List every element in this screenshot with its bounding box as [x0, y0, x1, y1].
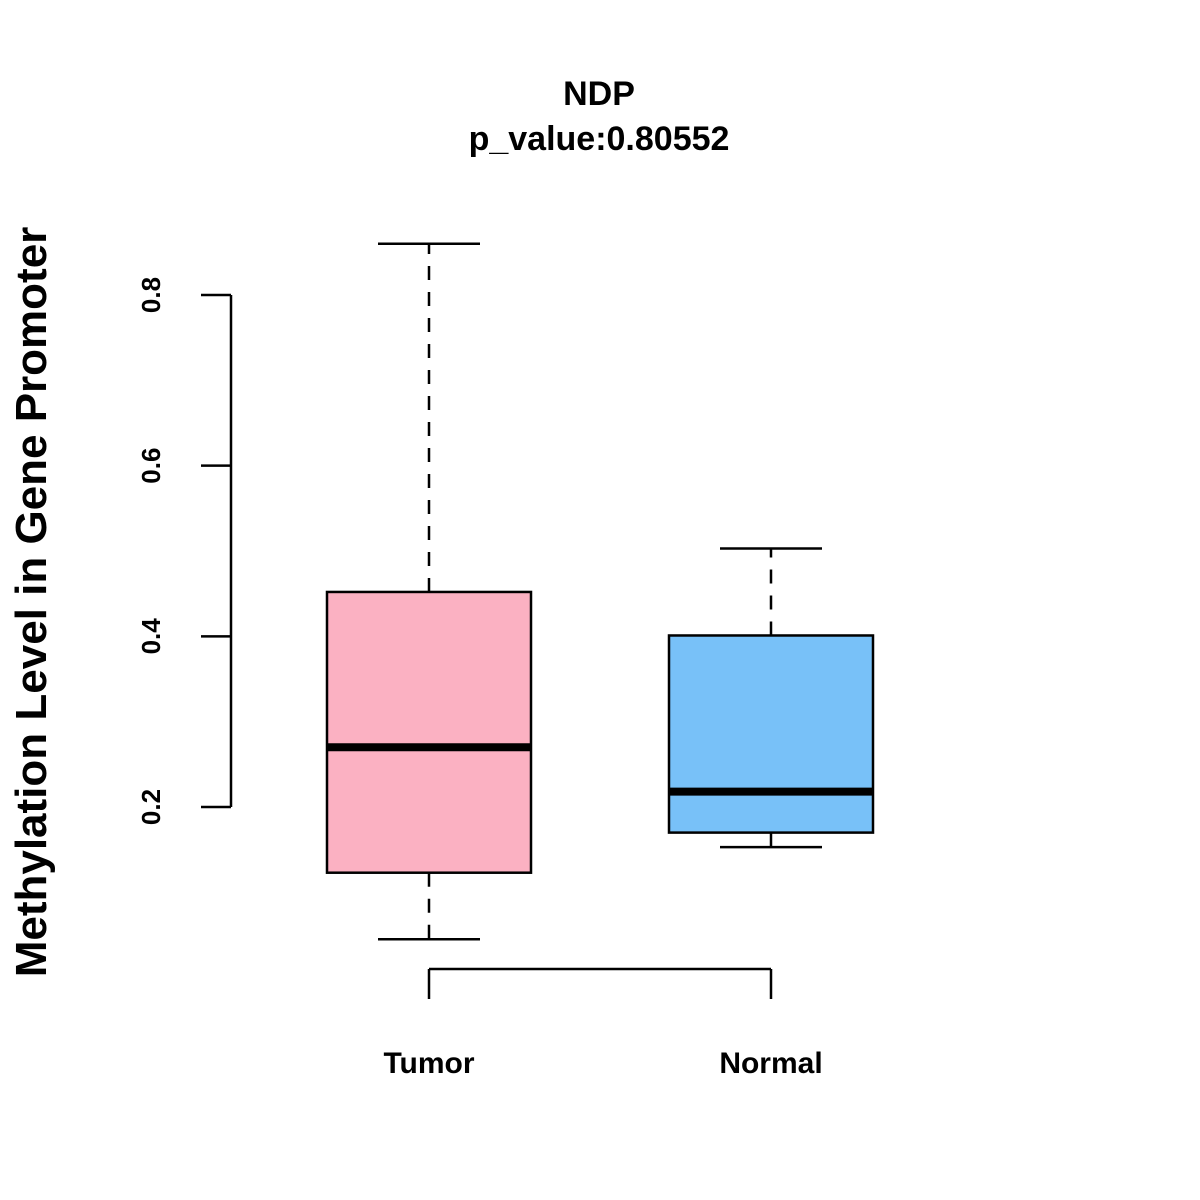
chart-title: NDP: [563, 75, 635, 113]
x-tick-label-tumor: Tumor: [383, 1047, 474, 1080]
x-tick-label-normal: Normal: [719, 1047, 822, 1080]
box-normal: [667, 547, 875, 849]
y-axis: 0.2 0.4 0.6 0.8: [136, 277, 233, 825]
y-tick-label: 0.6: [136, 448, 166, 484]
y-tick-label: 0.4: [136, 618, 166, 655]
x-axis: Tumor Normal: [383, 967, 823, 1080]
iqr-box: [667, 634, 875, 834]
y-axis-label: Methylation Level in Gene Promoter: [7, 227, 56, 978]
boxes: [325, 242, 875, 941]
y-tick-label: 0.8: [136, 277, 166, 313]
iqr-box: [325, 590, 533, 874]
y-tick-label: 0.2: [136, 789, 166, 825]
box-tumor: [325, 242, 533, 941]
chart-subtitle: p_value:0.80552: [469, 120, 730, 158]
